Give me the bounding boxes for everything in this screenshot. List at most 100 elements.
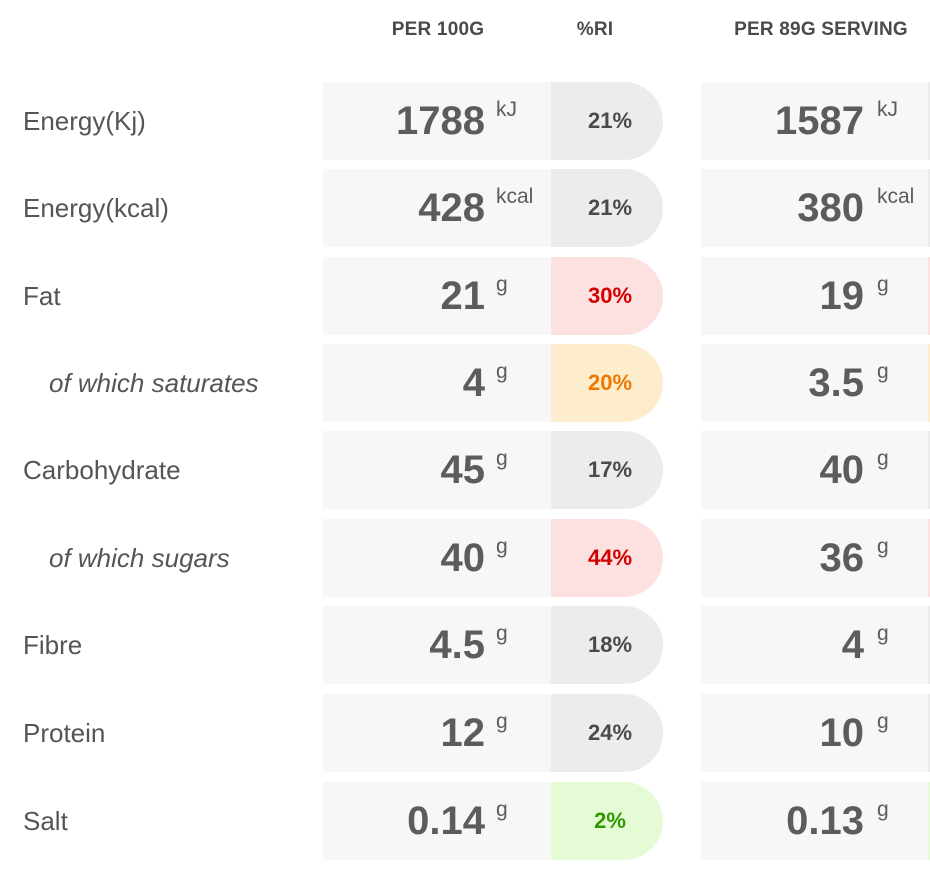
per-serving-cell: 0.13 g [701, 782, 930, 860]
per-serving-value: 10 [819, 711, 865, 755]
ri-badge: 30% [551, 257, 663, 335]
ri-edge-marker [928, 694, 930, 772]
nutrient-row-saturates: of which saturates 4 g 20% 3.5 g [0, 344, 930, 422]
per-100g-cell: 21 g [323, 257, 563, 335]
per-serving-value: 4 [841, 623, 864, 667]
per-serving-cell: 10 g [701, 694, 930, 772]
ri-edge-marker [928, 431, 930, 509]
per-serving-unit: kcal [877, 185, 915, 208]
nutrient-label: Salt [23, 806, 68, 836]
nutrient-row-fat: Fat 21 g 30% 19 g [0, 257, 930, 335]
per-100g-cell: 4 g [323, 344, 563, 422]
ri-edge-marker [928, 606, 930, 684]
ri-badge: 17% [551, 431, 663, 509]
per-100g-value: 428 [418, 186, 485, 230]
nutrient-row-carbohydrate: Carbohydrate 45 g 17% 40 g [0, 431, 930, 509]
per-100g-value: 1788 [396, 99, 485, 143]
nutrient-label: Energy(kcal) [23, 193, 169, 223]
per-100g-unit: g [496, 622, 508, 645]
per-100g-unit: kJ [496, 98, 517, 121]
per-serving-cell: 36 g [701, 519, 930, 597]
nutrient-label: Carbohydrate [23, 455, 181, 485]
ri-badge: 20% [551, 344, 663, 422]
per-serving-unit: g [877, 360, 889, 383]
per-100g-unit: g [496, 273, 508, 296]
ri-value: 2% [594, 808, 626, 833]
ri-edge-marker [928, 82, 930, 160]
per-100g-unit: g [496, 710, 508, 733]
per-serving-value: 0.13 [786, 799, 864, 843]
per-serving-value: 19 [819, 274, 865, 318]
per-100g-value: 4.5 [429, 623, 485, 667]
per-serving-unit: kJ [877, 98, 898, 121]
per-100g-value: 12 [440, 711, 486, 755]
per-serving-value: 3.5 [808, 361, 864, 405]
per-100g-value: 0.14 [407, 799, 485, 843]
ri-edge-marker [928, 257, 930, 335]
nutrient-label: Fat [23, 281, 61, 311]
header-ri: %RI [576, 19, 614, 40]
per-serving-cell: 19 g [701, 257, 930, 335]
nutrient-label: of which sugars [49, 543, 230, 573]
ri-edge-marker [928, 782, 930, 860]
per-100g-unit: kcal [496, 185, 534, 208]
ri-value: 21% [587, 195, 633, 220]
ri-badge: 24% [551, 694, 663, 772]
ri-value: 18% [587, 632, 633, 657]
per-serving-cell: 40 g [701, 431, 930, 509]
nutrient-label: Fibre [23, 630, 83, 660]
ri-edge-marker [928, 169, 930, 247]
per-100g-unit: g [496, 447, 508, 470]
per-serving-unit: g [877, 273, 889, 296]
per-100g-unit: g [496, 535, 508, 558]
per-serving-unit: g [877, 710, 889, 733]
per-serving-unit: g [877, 535, 889, 558]
ri-value: 21% [587, 108, 633, 133]
nutrient-label: Energy(Kj) [23, 106, 146, 136]
ri-badge: 21% [551, 82, 663, 160]
nutrient-row-energy-kcal: Energy(kcal) 428 kcal 21% 380 kcal [0, 169, 930, 247]
nutrient-row-energy-kj: Energy(Kj) 1788 kJ 21% 1587 kJ [0, 82, 930, 160]
per-100g-cell: 45 g [323, 431, 563, 509]
per-100g-unit: g [496, 798, 508, 821]
per-serving-unit: g [877, 447, 889, 470]
per-100g-unit: g [496, 360, 508, 383]
nutrient-row-fibre: Fibre 4.5 g 18% 4 g [0, 606, 930, 684]
per-serving-value: 40 [819, 448, 865, 492]
per-serving-cell: 3.5 g [701, 344, 930, 422]
per-100g-cell: 12 g [323, 694, 563, 772]
per-100g-cell: 40 g [323, 519, 563, 597]
ri-value: 20% [587, 370, 633, 395]
per-100g-value: 21 [440, 274, 486, 318]
ri-badge: 21% [551, 169, 663, 247]
ri-value: 24% [587, 720, 633, 745]
ri-value: 17% [587, 457, 633, 482]
ri-edge-marker [928, 344, 930, 422]
per-100g-value: 40 [440, 536, 486, 580]
per-100g-cell: 4.5 g [323, 606, 563, 684]
header-per-100g: PER 100G [391, 19, 485, 40]
ri-value: 44% [587, 545, 633, 570]
table-header: PER 100G %RI PER 89G SERVING [0, 0, 930, 70]
per-100g-value: 45 [440, 448, 486, 492]
per-serving-unit: g [877, 622, 889, 645]
per-serving-cell: 1587 kJ [701, 82, 930, 160]
header-per-serving: PER 89G SERVING [734, 19, 908, 40]
per-serving-value: 36 [819, 536, 865, 580]
nutrient-label: of which saturates [49, 368, 259, 398]
ri-edge-marker [928, 519, 930, 597]
per-serving-value: 1587 [775, 99, 864, 143]
ri-badge: 18% [551, 606, 663, 684]
nutrient-row-sugars: of which sugars 40 g 44% 36 g [0, 519, 930, 597]
per-100g-cell: 1788 kJ [323, 82, 563, 160]
per-serving-cell: 380 kcal [701, 169, 930, 247]
nutrient-label: Protein [23, 718, 106, 748]
ri-value: 30% [587, 283, 633, 308]
nutrient-row-protein: Protein 12 g 24% 10 g [0, 694, 930, 772]
per-serving-cell: 4 g [701, 606, 930, 684]
per-serving-unit: g [877, 798, 889, 821]
ri-badge: 2% [551, 782, 663, 860]
per-100g-value: 4 [462, 361, 485, 405]
ri-badge: 44% [551, 519, 663, 597]
per-100g-cell: 0.14 g [323, 782, 563, 860]
